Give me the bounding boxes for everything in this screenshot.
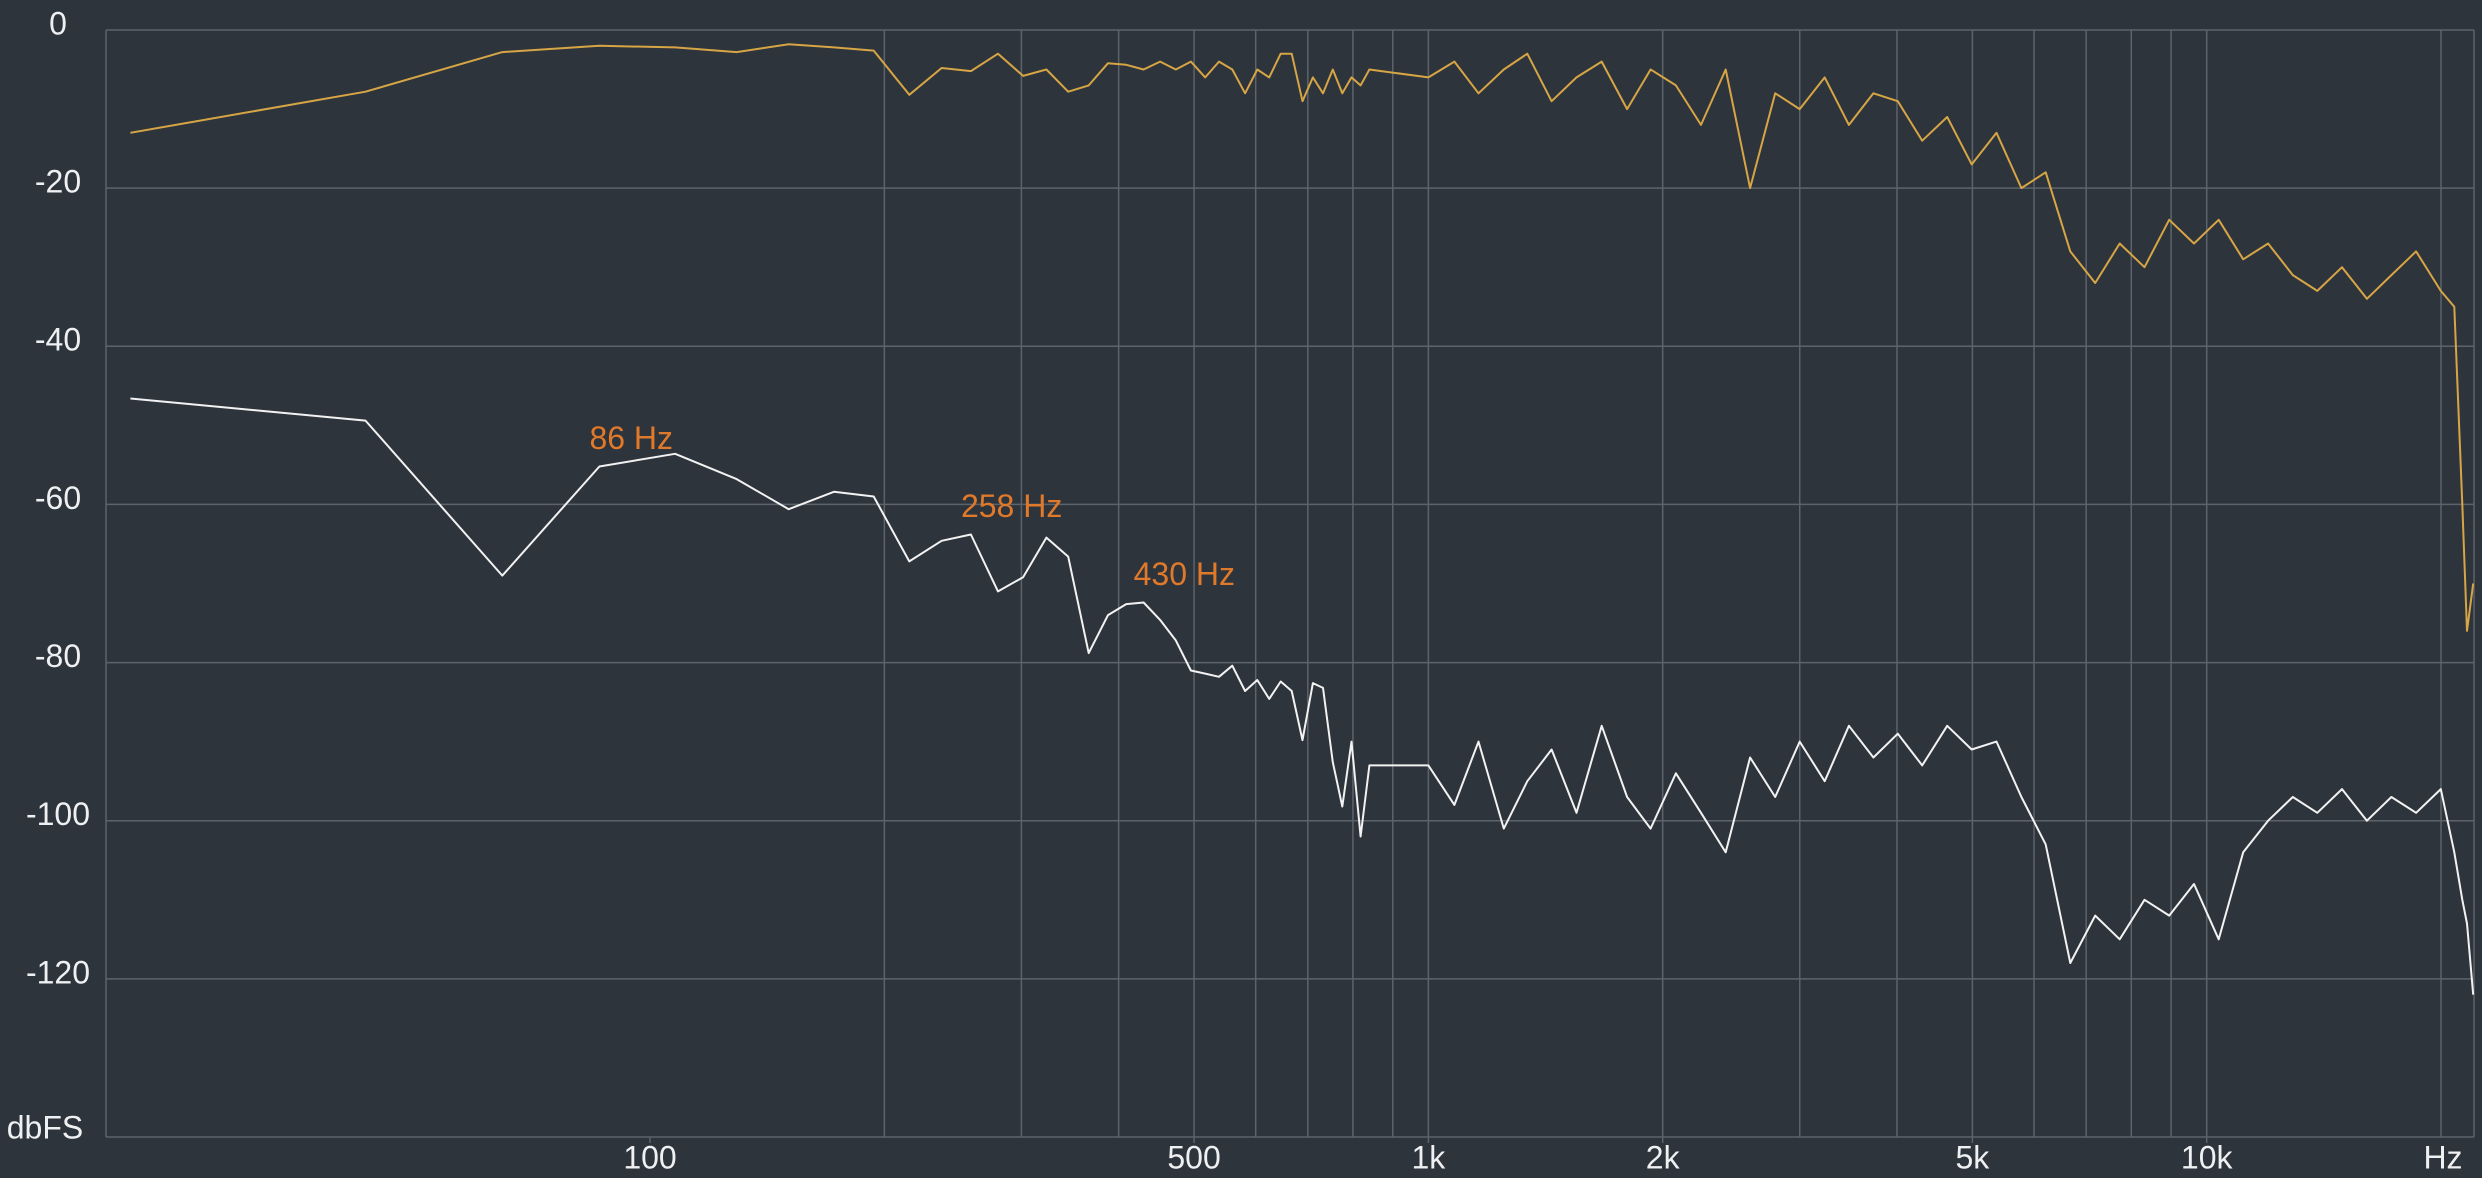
peak-annotation: 258 Hz bbox=[961, 488, 1062, 524]
y-axis-label: dbFS bbox=[7, 1109, 83, 1145]
y-tick-label: -60 bbox=[35, 480, 81, 516]
y-tick-label: -40 bbox=[35, 322, 81, 358]
x-tick-label: 1k bbox=[1411, 1139, 1446, 1175]
y-tick-label: 0 bbox=[49, 5, 67, 41]
y-tick-label: -120 bbox=[26, 954, 90, 990]
x-tick-label: 10k bbox=[2181, 1139, 2234, 1175]
peak-annotation: 86 Hz bbox=[589, 420, 673, 456]
x-tick-label: 5k bbox=[1956, 1139, 1991, 1175]
y-tick-label: -20 bbox=[35, 164, 81, 200]
x-tick-label: 100 bbox=[623, 1139, 676, 1175]
x-axis-label: Hz bbox=[2423, 1139, 2462, 1175]
peak-annotation: 430 Hz bbox=[1134, 556, 1235, 592]
x-tick-label: 500 bbox=[1167, 1139, 1220, 1175]
spectrum-line bbox=[130, 43, 2475, 632]
y-tick-label: -80 bbox=[35, 638, 81, 674]
y-tick-label: -100 bbox=[26, 796, 90, 832]
x-tick-label: 2k bbox=[1646, 1139, 1681, 1175]
spectrum-line bbox=[130, 397, 2475, 995]
